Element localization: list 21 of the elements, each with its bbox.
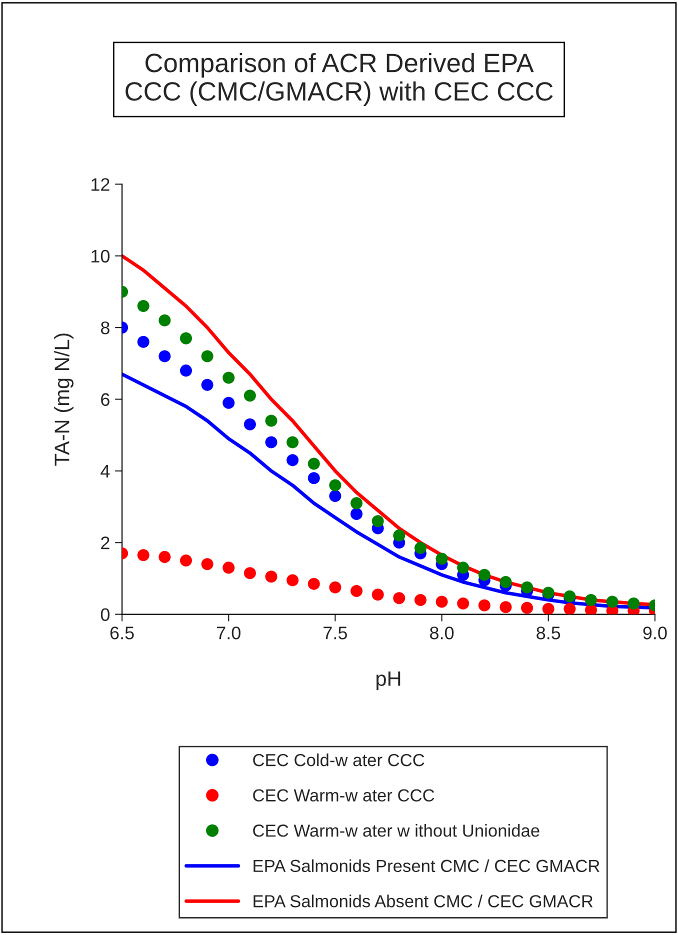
legend-label: CEC Warm-w ater CCC (253, 789, 434, 802)
y-tick-label: 2 (101, 536, 110, 550)
y-tick-label: 8 (100, 321, 110, 334)
x-tick-label: 7.0 (217, 626, 240, 640)
chart-title: Comparison of ACR Derived EPA CCC (CMC/GMACR) with CEC CCC (126, 52, 553, 106)
y-tick-label: 0 (100, 608, 110, 622)
legend-label: EPA Salmonids Present CMC / CEC GMACR (254, 859, 600, 872)
y-tick-label: 10 (92, 250, 110, 263)
y-tick-label: 4 (100, 465, 110, 478)
x-tick-label: 6.5 (110, 626, 134, 640)
x-tick-label: 8.0 (430, 626, 454, 640)
legend-label: EPA Salmonids Absent CMC / CEC GMACR (254, 894, 593, 908)
legend-label: CEC Cold-w ater CCC (253, 753, 424, 766)
legend-label: CEC Warm-w ater w ithout Unionidae (253, 824, 540, 837)
y-tick-label: 12 (92, 178, 110, 191)
x-tick-label: 7.5 (324, 626, 347, 640)
x-tick-label: 9.0 (643, 626, 667, 640)
y-axis-title: TA-N (mg N/L) (54, 334, 74, 466)
x-axis-title: pH (376, 671, 400, 690)
y-tick-label: 6 (101, 393, 110, 406)
x-tick-label: 8.5 (536, 626, 560, 640)
